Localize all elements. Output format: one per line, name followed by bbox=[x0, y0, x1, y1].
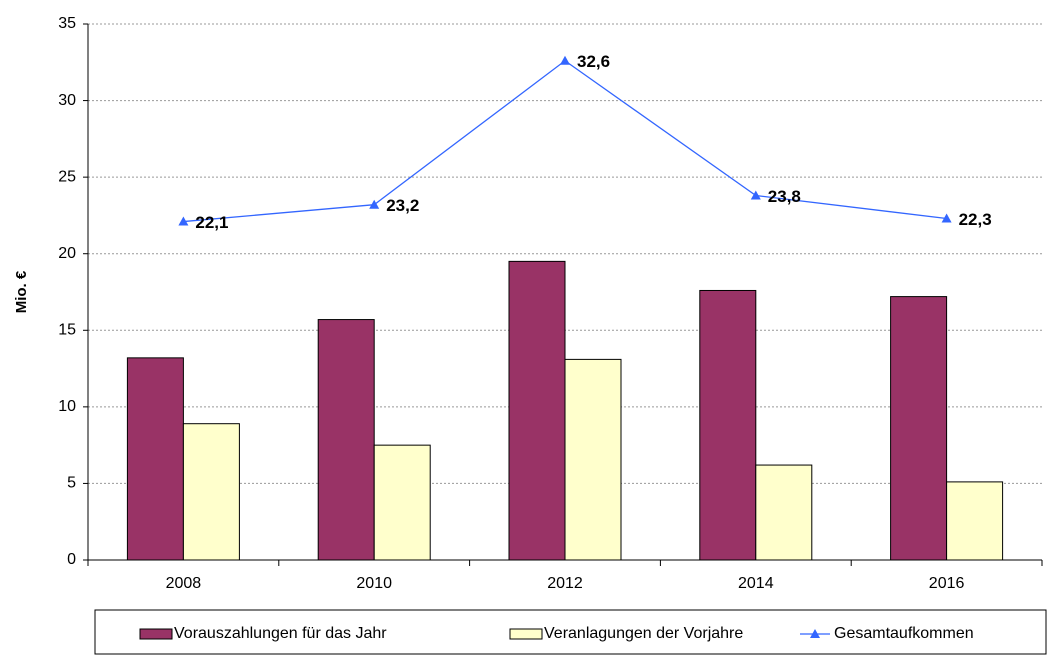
y-tick-label: 25 bbox=[58, 168, 76, 185]
legend-label: Veranlagungen der Vorjahre bbox=[544, 625, 743, 642]
line bbox=[183, 59, 947, 223]
line-marker bbox=[560, 55, 570, 65]
legend-label: Vorauszahlungen für das Jahr bbox=[174, 625, 387, 642]
data-label: 23,8 bbox=[768, 187, 801, 206]
y-tick-label: 20 bbox=[58, 245, 76, 262]
legend-box bbox=[94, 609, 1047, 655]
line-marker bbox=[750, 190, 761, 200]
legend-swatch bbox=[139, 628, 173, 640]
line-marker bbox=[369, 199, 380, 209]
legend-label: Gesamtaufkommen bbox=[834, 625, 974, 642]
data-label: 23,2 bbox=[386, 196, 419, 215]
y-tick-label: 5 bbox=[67, 475, 76, 492]
bar bbox=[317, 319, 375, 561]
x-tick-label: 2008 bbox=[166, 575, 202, 592]
bar bbox=[126, 357, 184, 561]
y-axis-label: Mio. € bbox=[13, 270, 30, 313]
bar bbox=[564, 358, 622, 561]
legend-swatch bbox=[810, 629, 820, 638]
y-tick-label: 0 bbox=[67, 551, 76, 568]
data-label: 22,3 bbox=[959, 210, 992, 229]
data-label: 32,6 bbox=[577, 52, 610, 71]
bar bbox=[699, 289, 757, 561]
y-tick-label: 15 bbox=[58, 322, 76, 339]
legend-swatch bbox=[509, 628, 543, 640]
bar bbox=[755, 464, 813, 561]
x-tick-label: 2014 bbox=[738, 575, 774, 592]
y-tick-label: 30 bbox=[58, 92, 76, 109]
bar bbox=[890, 296, 948, 561]
data-label: 22,1 bbox=[195, 213, 228, 232]
bar bbox=[946, 481, 1004, 561]
y-tick-label: 10 bbox=[58, 398, 76, 415]
x-tick-label: 2010 bbox=[356, 575, 392, 592]
line-marker bbox=[941, 213, 952, 223]
x-tick-label: 2016 bbox=[929, 575, 965, 592]
x-tick-label: 2012 bbox=[547, 575, 583, 592]
bar bbox=[373, 444, 431, 561]
bar bbox=[508, 260, 566, 561]
bar bbox=[182, 423, 240, 561]
y-tick-label: 35 bbox=[58, 15, 76, 32]
line-marker bbox=[178, 216, 189, 226]
